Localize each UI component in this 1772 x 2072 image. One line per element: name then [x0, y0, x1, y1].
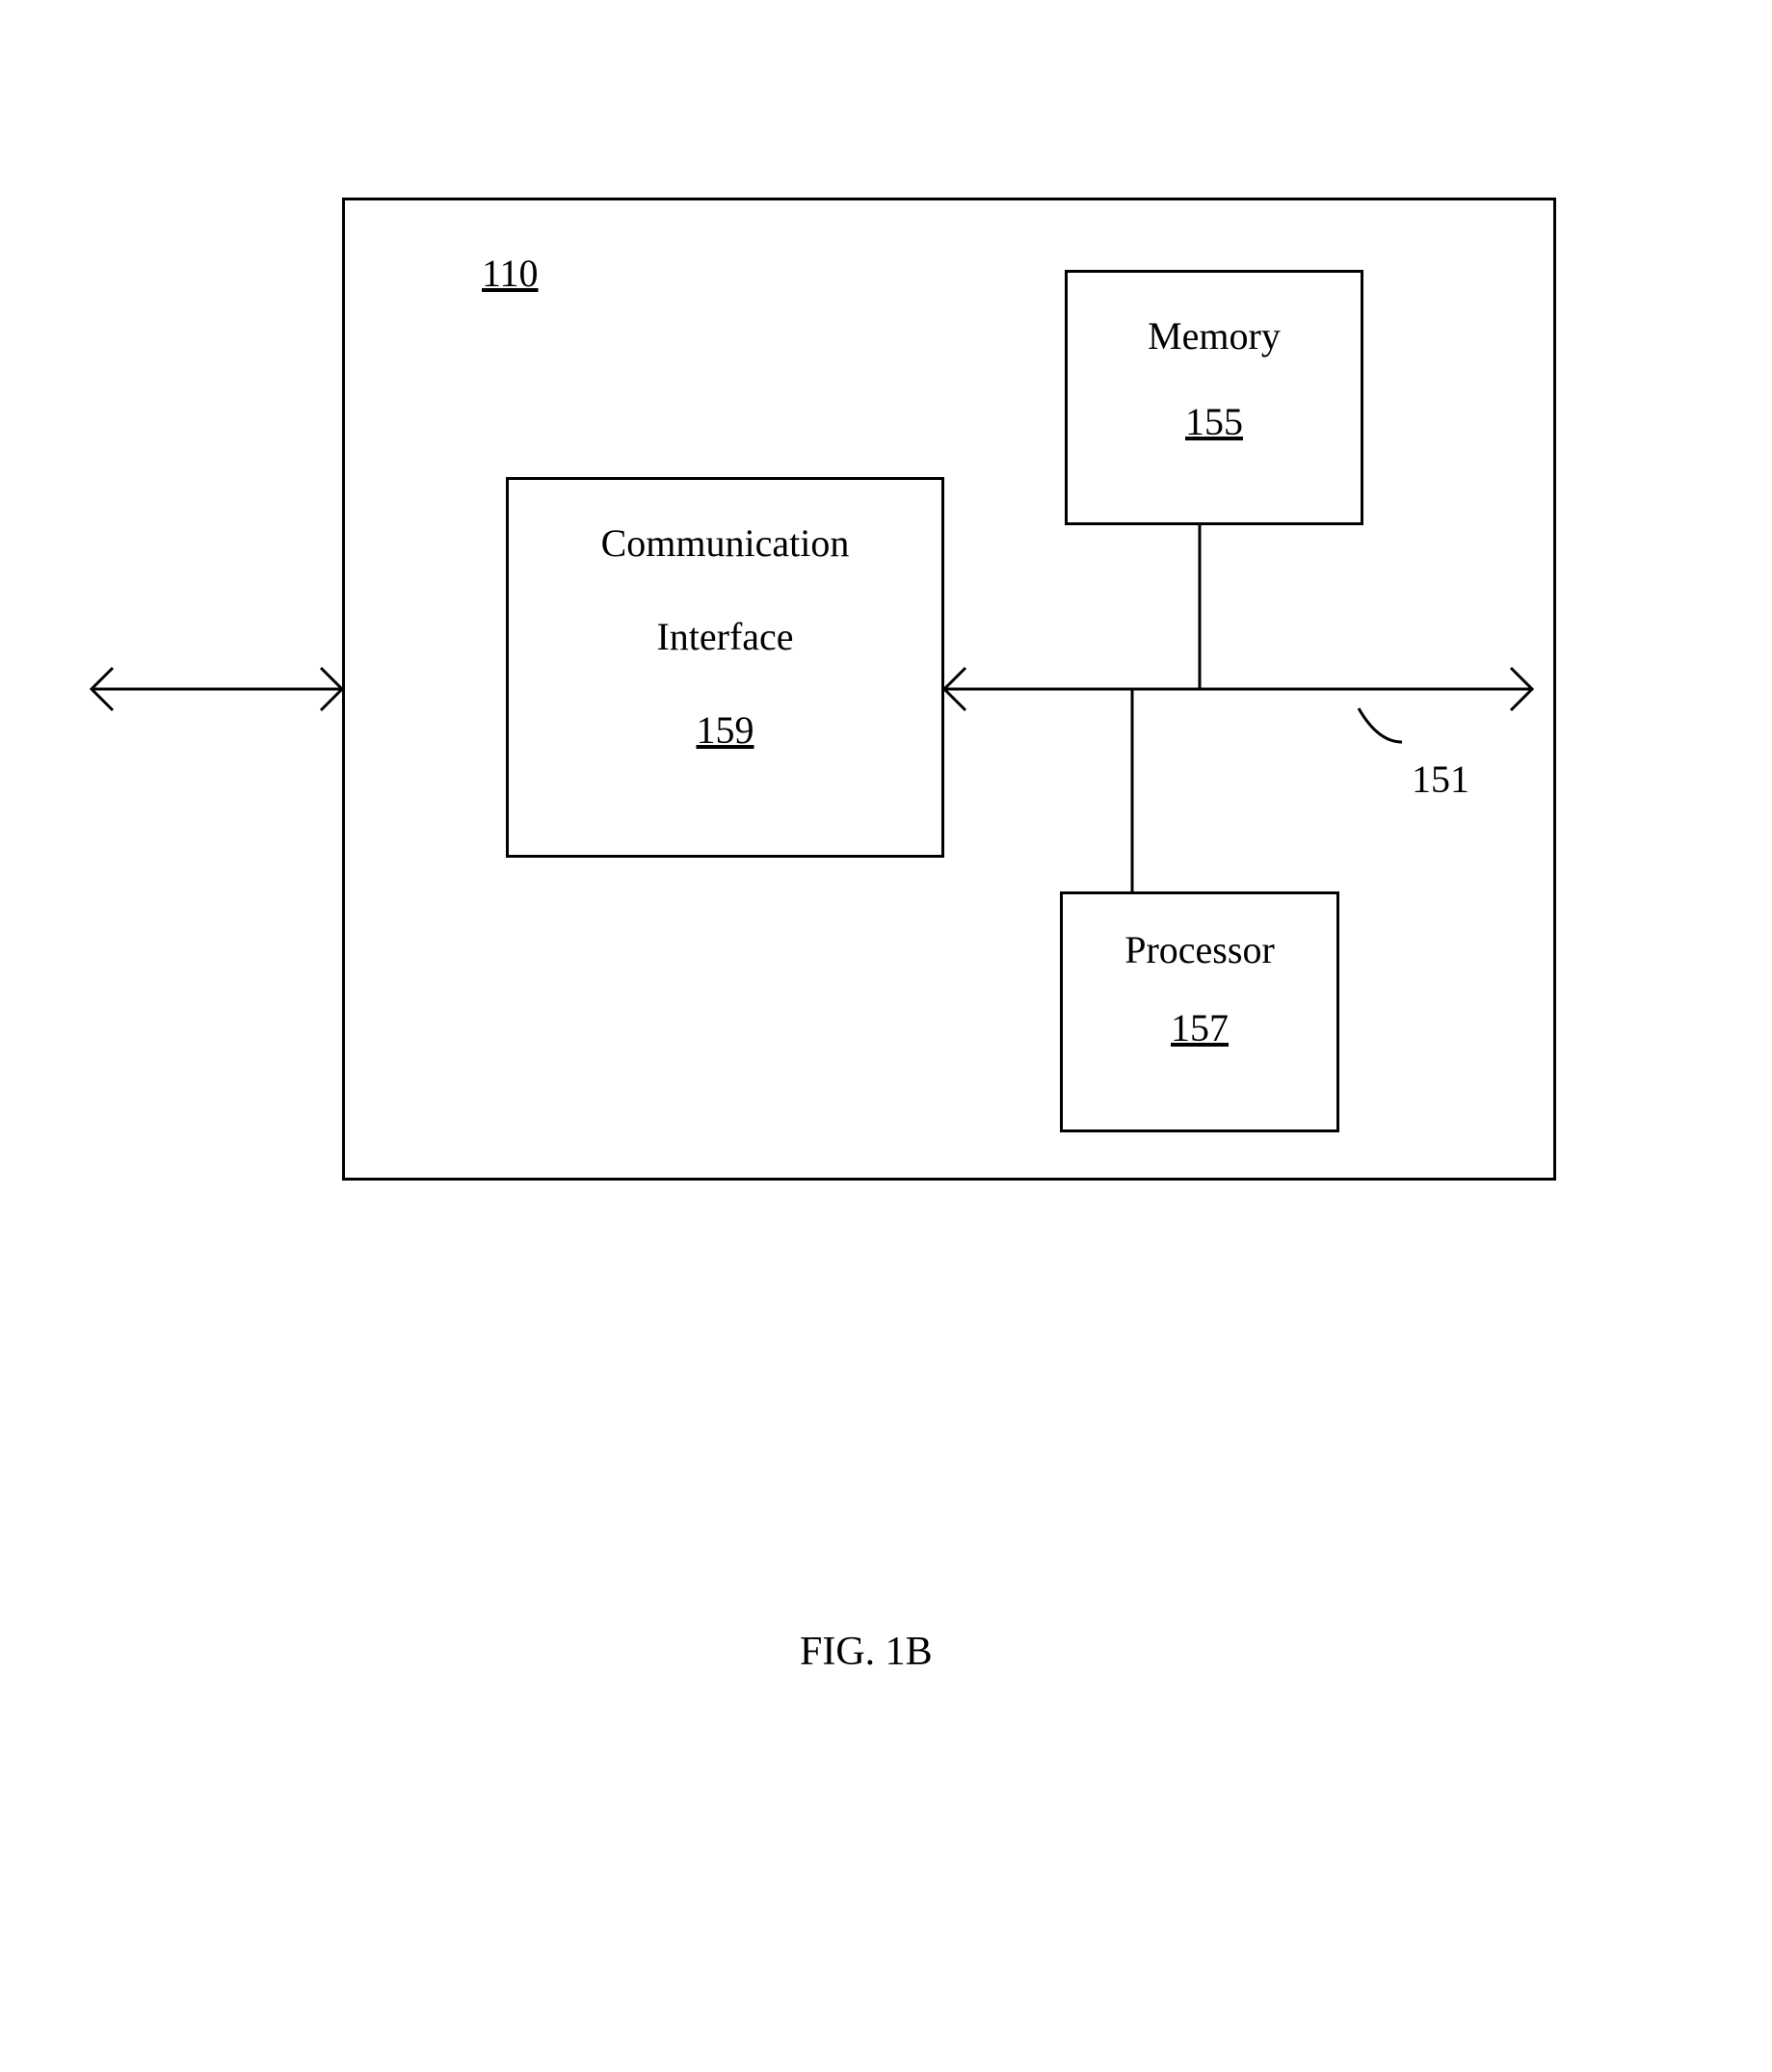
memory-label: Memory — [1068, 313, 1361, 359]
memory-box: Memory 155 — [1065, 270, 1363, 525]
outer-box-ref: 110 — [482, 251, 539, 296]
bus-ref: 151 — [1412, 757, 1469, 802]
memory-ref: 155 — [1068, 399, 1361, 444]
processor-ref: 157 — [1063, 1005, 1336, 1050]
comm-interface-ref: 159 — [509, 707, 941, 753]
diagram-canvas: 110 Communication Interface 159 Memory 1… — [0, 0, 1772, 2072]
comm-interface-line1: Communication — [509, 520, 941, 566]
figure-caption: FIG. 1B — [800, 1629, 933, 1675]
comm-interface-line2: Interface — [509, 614, 941, 659]
processor-box: Processor 157 — [1060, 891, 1339, 1132]
processor-label: Processor — [1063, 927, 1336, 972]
comm-interface-box: Communication Interface 159 — [506, 477, 944, 858]
